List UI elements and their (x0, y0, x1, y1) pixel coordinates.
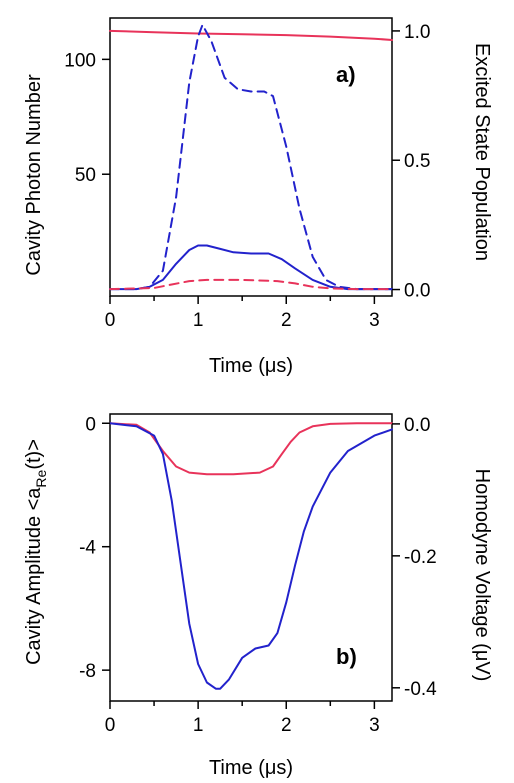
panel-a-series-line-2 (109, 244, 393, 291)
panel-a-y-right-tick-label: 0.5 (404, 151, 430, 172)
panel-a-y-right-title: Excited State Population (471, 43, 493, 261)
panel-a-y-left-tick-label: 100 (64, 50, 96, 71)
panel-b: 0 1 2 3 -8 -4 0 -0.4 -0.2 0.0 b) Time (μs) Cavity… (23, 413, 493, 779)
panel-b-x-tick-label: 1 (193, 715, 204, 736)
panel-b-ticks: 0 1 2 3 -8 -4 0 -0.4 -0.2 0.0 (79, 414, 437, 736)
panel-b-y-left-title-main: Cavity Amplitude <a (23, 487, 45, 665)
panel-a-x-tick-label: 2 (281, 310, 292, 331)
panel-b-y-left-tick-label: -4 (79, 538, 96, 559)
panel-b-frame (109, 413, 393, 702)
panel-b-y-right-tick-label: -0.2 (404, 547, 437, 568)
panel-a-series-line-3 (109, 278, 393, 291)
panel-a-frame (109, 17, 393, 297)
panel-b-series-line-1 (109, 422, 393, 690)
panel-b-y-left-tick-label: -8 (79, 661, 96, 682)
panel-a-y-left-title: Cavity Photon Number (23, 74, 45, 276)
panel-a-series-line-0 (109, 29, 393, 41)
panel-b-plot-area (109, 422, 393, 690)
panel-a-y-right-tick-label: 0.0 (404, 281, 430, 302)
panel-b-y-right-title: Homodyne Voltage (μV) (471, 469, 493, 682)
panel-a-x-tick-label: 0 (105, 310, 116, 331)
panel-b-series-line-0 (109, 422, 393, 476)
panel-a-label: a) (336, 62, 356, 87)
panel-a-y-right-tick-label: 1.0 (404, 22, 430, 43)
panel-b-x-tick-label: 0 (105, 715, 116, 736)
panel-a: 0 1 2 3 50 100 0.0 0.5 1.0 a) Time (μs) Cavity P… (23, 17, 493, 377)
panel-b-y-right-tick-label: -0.4 (404, 679, 437, 700)
panel-a-x-tick-label: 3 (369, 310, 380, 331)
panel-b-x-tick-label: 3 (369, 715, 380, 736)
panel-a-y-left-tick-label: 50 (75, 165, 96, 186)
panel-b-y-right-tick-label: 0.0 (404, 415, 430, 436)
panel-a-plot-area (109, 23, 393, 291)
panel-a-series-line-1 (109, 23, 393, 291)
panel-a-ticks: 0 1 2 3 50 100 0.0 0.5 1.0 (64, 22, 430, 331)
panel-b-label: b) (336, 644, 357, 669)
panel-a-x-tick-label: 1 (193, 310, 204, 331)
panel-b-y-left-title-tail: (t)> (23, 439, 45, 470)
panel-b-y-left-title-sub: Re (33, 469, 49, 487)
panel-b-x-axis-title: Time (μs) (209, 757, 293, 779)
panel-b-y-left-tick-label: 0 (85, 414, 96, 435)
panel-a-x-axis-title: Time (μs) (209, 355, 293, 377)
panel-b-x-tick-label: 2 (281, 715, 292, 736)
panel-b-y-left-title: Cavity Amplitude <aRe(t)> (23, 439, 49, 665)
